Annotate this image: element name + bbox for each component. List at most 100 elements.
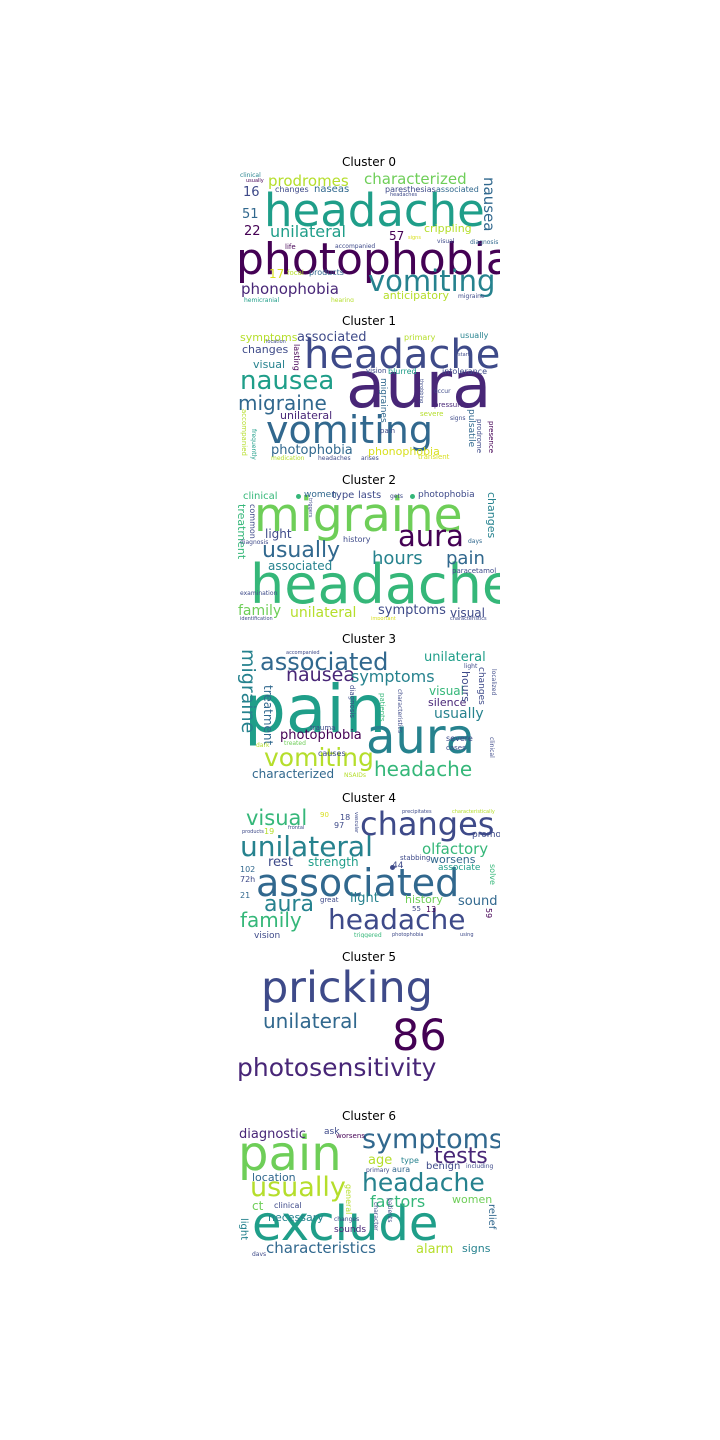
word: tests: [434, 1144, 488, 1169]
word: anticipatory: [383, 289, 449, 302]
word: promo: [472, 830, 500, 840]
word: headache: [264, 184, 485, 237]
cluster-1-wordcloud: aura headache vomiting nausea migraine p…: [238, 331, 500, 461]
word: characterized: [252, 767, 335, 779]
word: migraine: [458, 293, 485, 300]
word: presence: [487, 421, 495, 454]
word: lasts: [358, 490, 382, 501]
word: 18: [340, 813, 351, 822]
word: primary: [366, 1167, 390, 1174]
word: great: [320, 896, 339, 904]
word: headache: [374, 757, 473, 779]
word: pricking: [261, 967, 433, 1013]
word: signs: [462, 1242, 491, 1255]
word: aura: [264, 892, 314, 917]
word: light: [238, 1218, 249, 1241]
word: lasting: [292, 344, 301, 371]
word: characteristics: [396, 689, 403, 733]
word: strength: [308, 855, 359, 869]
word: migraines: [378, 378, 388, 423]
cluster-4-title: Cluster 4: [341, 791, 397, 805]
word: causes: [318, 749, 346, 758]
word: sounds: [334, 1225, 367, 1235]
word: triggers: [307, 498, 313, 518]
word: diagnosis: [470, 239, 499, 246]
word: associate: [438, 863, 481, 873]
word: photophobia: [271, 443, 353, 458]
word: pressure: [434, 401, 465, 409]
word: family: [240, 908, 302, 932]
word: usually: [262, 538, 341, 563]
word: NSAIDs: [344, 772, 367, 779]
word: ask: [324, 1127, 340, 1137]
word: products: [242, 829, 264, 835]
word: severe: [420, 410, 444, 418]
word: clinical: [274, 1201, 302, 1210]
word: vomiting: [266, 408, 433, 452]
word: necessary: [268, 1211, 324, 1224]
word: photosensitivity: [238, 1053, 437, 1082]
word: visual: [437, 238, 455, 245]
bullet-marker: [296, 494, 301, 499]
word: pain: [446, 548, 485, 569]
word: migraine: [254, 490, 463, 543]
word: medication: [271, 455, 305, 462]
word: 86: [392, 1011, 447, 1061]
word: cases: [446, 744, 466, 752]
word: headache: [250, 553, 500, 616]
cluster-6-title: Cluster 6: [341, 1109, 397, 1123]
word: 17: [269, 267, 285, 281]
bullet-marker: [390, 865, 395, 870]
word: hours: [372, 548, 423, 569]
word: pain: [238, 1126, 342, 1182]
word: pain: [380, 427, 396, 435]
word: changes: [334, 1216, 360, 1223]
word: trauma: [310, 724, 336, 732]
word: nausea: [480, 177, 498, 232]
word: symptoms: [378, 603, 446, 618]
word: clinical: [243, 491, 278, 502]
word: history: [343, 535, 371, 544]
cluster-4-wordcloud: associated unilateral changes headache a…: [238, 808, 500, 938]
word: 13: [426, 905, 437, 914]
word: visual: [253, 358, 286, 371]
word: treated: [284, 740, 306, 747]
word: 44: [392, 861, 404, 871]
word: photophobia: [238, 234, 500, 285]
word: occur: [434, 388, 451, 395]
word: prodrome: [475, 419, 483, 454]
word: clinical: [240, 172, 261, 179]
word: treatment: [261, 685, 275, 746]
word: unilateral: [270, 222, 346, 241]
word: headaches: [390, 192, 418, 198]
word: migraine: [238, 649, 259, 734]
word: associated: [297, 331, 367, 345]
word: character: [372, 1202, 379, 1231]
cluster-0-wordcloud: photophobia headache vomiting nausea cha…: [238, 172, 500, 302]
word: factors: [370, 1192, 426, 1211]
word: 16: [243, 185, 260, 200]
word: primary: [404, 333, 436, 342]
word: arises: [361, 455, 379, 462]
word: olfactory: [422, 840, 489, 858]
word: visual: [246, 808, 308, 830]
word: changes: [485, 492, 498, 539]
cluster-5-wordcloud: pricking unilateral 86 photosensitivity: [238, 967, 500, 1097]
word: solve: [488, 864, 497, 885]
word: vomiting: [264, 743, 374, 772]
word: 97: [334, 821, 345, 830]
word: symptoms: [240, 331, 298, 344]
word: days: [252, 1251, 267, 1257]
word: visual: [450, 606, 485, 620]
word: visual: [429, 684, 464, 698]
word: photophobia: [418, 490, 475, 500]
word: usually: [250, 1172, 346, 1203]
word: precipitates: [402, 809, 432, 815]
word: symptoms: [351, 667, 435, 686]
word: light: [350, 891, 379, 906]
word: dark: [256, 742, 270, 749]
word: ct: [252, 1199, 264, 1213]
cluster-2-wordcloud: headache migraine aura usually hours pai…: [238, 490, 500, 620]
word: including: [466, 1163, 494, 1170]
word: accompanied: [286, 650, 320, 656]
